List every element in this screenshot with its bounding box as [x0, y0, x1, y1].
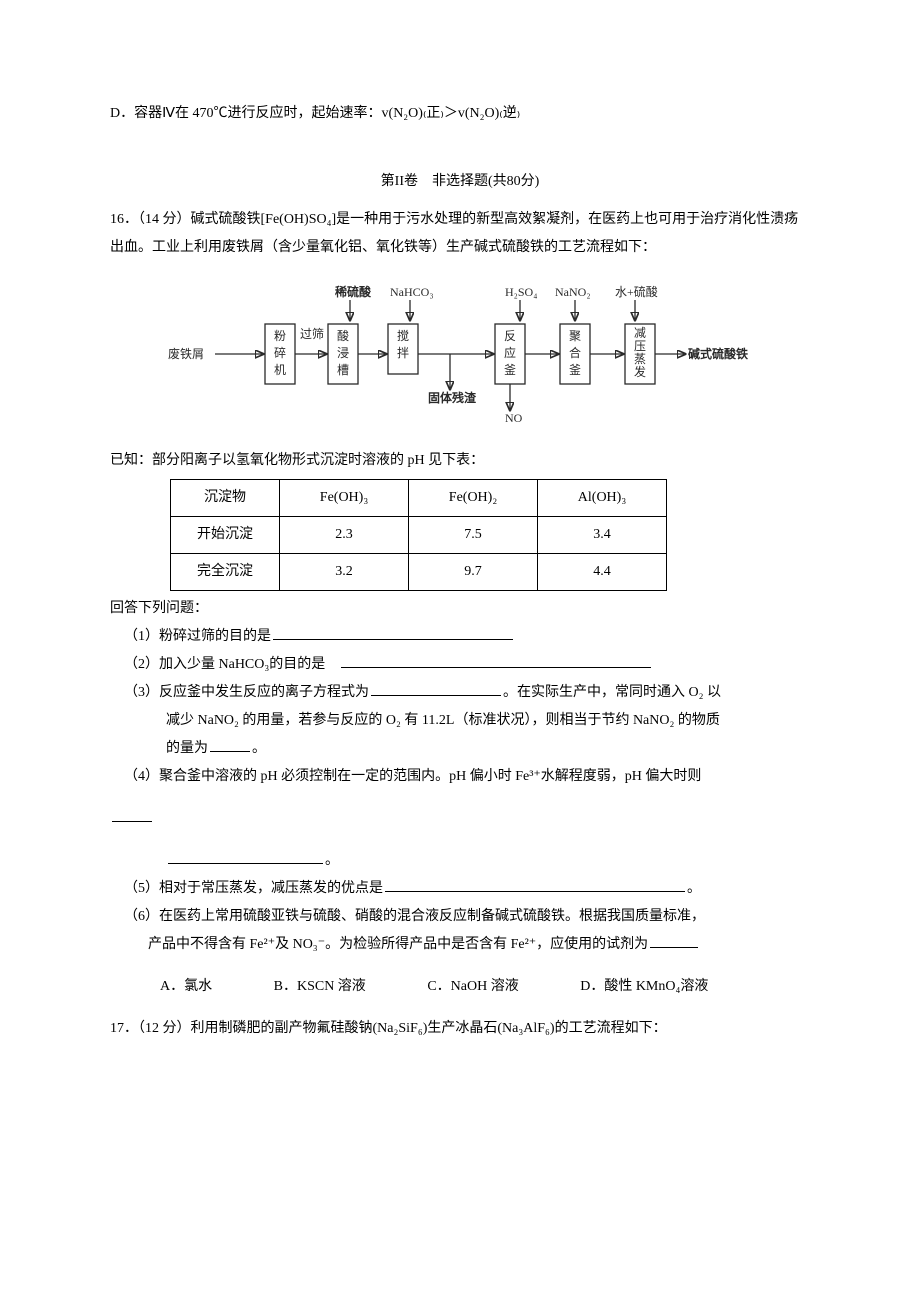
- svg-text:粉: 粉: [274, 329, 286, 343]
- svg-text:NaHCO₃: NaHCO₃: [390, 285, 434, 299]
- q16-sub4b-tail: 。: [325, 853, 339, 868]
- svg-text:H₂SO₄: H₂SO₄: [505, 285, 537, 299]
- q16-sub3a: （3）反应釜中发生反应的离子方程式为 。在实际生产中，常同时通入 O₂ 以: [110, 679, 810, 707]
- svg-text:水+硫酸: 水+硫酸: [615, 284, 658, 299]
- q17-intro: 17．（12 分）利用制磷肥的副产物氟硅酸钠(Na₂SiF₆)生产冰晶石(Na₃…: [110, 1015, 810, 1043]
- svg-text:酸: 酸: [337, 328, 349, 343]
- q16-flowchart: 稀硫酸NaHCO₃H₂SO₄NaNO₂水+硫酸粉碎机酸浸槽搅拌反应釜聚合釜减压蒸…: [160, 282, 780, 427]
- table-row: 开始沉淀2.37.53.4: [171, 517, 667, 554]
- svg-text:釜: 釜: [504, 362, 516, 377]
- svg-text:压: 压: [634, 339, 646, 353]
- svg-text:机: 机: [274, 363, 286, 377]
- svg-text:减: 减: [634, 326, 646, 340]
- table-cell: 3.4: [538, 517, 667, 554]
- svg-text:浸: 浸: [337, 346, 349, 360]
- svg-text:合: 合: [569, 345, 581, 360]
- table-header: Fe(OH)₂: [409, 480, 538, 517]
- q15-option-d: D．容器Ⅳ在 470℃进行反应时，起始速率：v(N₂O)₍正₎＞v(N₂O)₍逆…: [110, 100, 810, 128]
- blank: [341, 653, 651, 668]
- blank: [273, 625, 513, 640]
- table-header: Al(OH)₃: [538, 480, 667, 517]
- table-cell: 2.3: [280, 517, 409, 554]
- svg-text:聚: 聚: [569, 329, 581, 343]
- option-c: C．NaOH 溶液: [427, 973, 518, 1001]
- option-a: A．氯水: [160, 973, 212, 1001]
- svg-text:搅: 搅: [397, 328, 409, 343]
- table-header: Fe(OH)₃: [280, 480, 409, 517]
- blank: [650, 933, 698, 948]
- q16-sub3c-text: 的量为: [166, 741, 208, 756]
- table-cell: 开始沉淀: [171, 517, 280, 554]
- svg-text:槽: 槽: [337, 363, 349, 377]
- q16-sub4-blankline: [110, 805, 810, 833]
- svg-text:NaNO₂: NaNO₂: [555, 285, 591, 299]
- svg-text:固体残渣: 固体残渣: [428, 390, 477, 405]
- svg-text:反: 反: [504, 329, 516, 343]
- q16-sub3a-text: （3）反应釜中发生反应的离子方程式为: [124, 685, 369, 700]
- svg-text:碱式硫酸铁: 碱式硫酸铁: [688, 346, 748, 361]
- table-cell: 3.2: [280, 554, 409, 591]
- blank: [210, 737, 250, 752]
- blank: [371, 681, 501, 696]
- svg-text:过筛: 过筛: [300, 326, 324, 341]
- q16-sub6b: 产品中不得含有 Fe²⁺及 NO₃⁻。为检验所得产品中是否含有 Fe²⁺，应使用…: [110, 931, 810, 959]
- q16-table-intro: 已知：部分阳离子以氢氧化物形式沉淀时溶液的 pH 见下表：: [110, 447, 810, 475]
- q16-options: A．氯水 B．KSCN 溶液 C．NaOH 溶液 D．酸性 KMnO₄溶液: [110, 973, 810, 1001]
- q16-sub5: （5）相对于常压蒸发，减压蒸发的优点是 。: [110, 875, 810, 903]
- section2-title: 第II卷 非选择题(共80分): [110, 168, 810, 196]
- q16-intro: 16．（14 分）碱式硫酸铁[Fe(OH)SO₄]是一种用于污水处理的新型高效絮…: [110, 206, 810, 262]
- table-cell: 4.4: [538, 554, 667, 591]
- q16-sub2-text: （2）加入少量 NaHCO₃的目的是: [124, 657, 339, 672]
- q16-sub2: （2）加入少量 NaHCO₃的目的是: [110, 651, 810, 679]
- ph-table: 沉淀物Fe(OH)₃Fe(OH)₂Al(OH)₃ 开始沉淀2.37.53.4完全…: [170, 479, 667, 591]
- table-header: 沉淀物: [171, 480, 280, 517]
- blank: [112, 807, 152, 822]
- svg-text:应: 应: [504, 345, 516, 360]
- svg-text:蒸: 蒸: [634, 352, 646, 366]
- table-cell: 9.7: [409, 554, 538, 591]
- table-cell: 完全沉淀: [171, 554, 280, 591]
- blank: [168, 849, 323, 864]
- table-row: 完全沉淀3.29.74.4: [171, 554, 667, 591]
- q16-sub4b: 。: [110, 847, 810, 875]
- q16-sub6a: （6）在医药上常用硫酸亚铁与硫酸、硝酸的混合液反应制备碱式硫酸铁。根据我国质量标…: [110, 903, 810, 931]
- blank: [385, 877, 685, 892]
- svg-text:碎: 碎: [274, 345, 286, 360]
- q16-sub3b: 减少 NaNO₂ 的用量，若参与反应的 O₂ 有 11.2L（标准状况），则相当…: [110, 707, 810, 735]
- q16-sub6b-text: 产品中不得含有 Fe²⁺及 NO₃⁻。为检验所得产品中是否含有 Fe²⁺，应使用…: [148, 937, 648, 952]
- option-d: D．酸性 KMnO₄溶液: [580, 973, 708, 1001]
- q16-sub3a-tail: 。在实际生产中，常同时通入 O₂ 以: [503, 685, 721, 700]
- svg-text:发: 发: [634, 364, 646, 379]
- svg-text:NO: NO: [505, 411, 523, 425]
- q16-sub5-text: （5）相对于常压蒸发，减压蒸发的优点是: [124, 881, 383, 896]
- svg-text:拌: 拌: [397, 345, 409, 360]
- q16-sub1: （1）粉碎过筛的目的是: [110, 623, 810, 651]
- svg-text:废铁屑: 废铁屑: [168, 346, 204, 361]
- svg-text:稀硫酸: 稀硫酸: [335, 284, 372, 299]
- q16-sub3c-tail: 。: [252, 741, 266, 756]
- table-cell: 7.5: [409, 517, 538, 554]
- q16-sub1-text: （1）粉碎过筛的目的是: [124, 629, 271, 644]
- q16-sub3c: 的量为 。: [110, 735, 810, 763]
- svg-text:釜: 釜: [569, 362, 581, 377]
- q16-answer-intro: 回答下列问题：: [110, 595, 810, 623]
- q16-sub4a: （4）聚合釜中溶液的 pH 必须控制在一定的范围内。pH 偏小时 Fe³⁺水解程…: [110, 763, 810, 791]
- option-b: B．KSCN 溶液: [274, 973, 366, 1001]
- q16-sub5-tail: 。: [687, 881, 701, 896]
